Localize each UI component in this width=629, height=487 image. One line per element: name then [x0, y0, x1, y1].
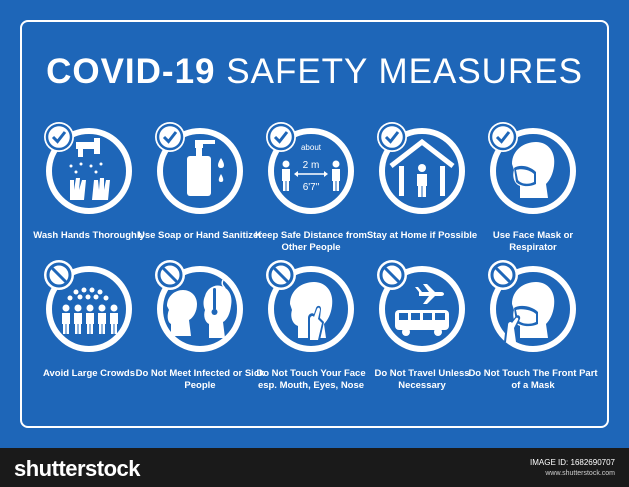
- measure-wash-hands: Wash Hands Thoroughly: [33, 120, 145, 270]
- measure-ring: [46, 128, 132, 214]
- measure-touch-face: Do Not Touch Your Face esp. Mouth, Eyes,…: [256, 258, 366, 408]
- measure-ring: [490, 266, 576, 352]
- title-bold: COVID-19: [46, 52, 216, 91]
- measure-ring: [379, 266, 465, 352]
- measure-no-travel: Do Not Travel Unless Necessary: [367, 258, 477, 408]
- measure-label: Wash Hands Thoroughly: [33, 230, 145, 241]
- measure-ring: [46, 266, 132, 352]
- crowd-icon: [62, 287, 118, 334]
- check-badge: [488, 122, 518, 152]
- measure-label: Do Not Travel Unless Necessary: [374, 368, 470, 391]
- measure-ring: [379, 128, 465, 214]
- measure-avoid-sick: Do Not Meet Infected or Sick People: [136, 258, 264, 408]
- checkmark-icon: [489, 123, 517, 151]
- check-badge: [44, 122, 74, 152]
- check-badge: [377, 122, 407, 152]
- check-badge: [266, 122, 296, 152]
- touch-face-icon: [290, 282, 333, 340]
- check-badge: [155, 122, 185, 152]
- shutterstock-logo: shutterstock: [14, 456, 141, 481]
- prohibited-icon: [490, 262, 516, 288]
- measure-avoid-crowds: Avoid Large Crowds: [34, 258, 144, 408]
- measure-stay-home: Stay at Home if Possible: [367, 120, 477, 270]
- site-url: www.shutterstock.com: [545, 470, 615, 477]
- measure-label: Avoid Large Crowds: [42, 368, 136, 379]
- measure-label: Do Not Touch Your Face esp. Mouth, Eyes,…: [256, 368, 366, 391]
- measure-safe-distance: about 2 m 6'7" Keep Safe Distance from O…: [255, 120, 367, 270]
- distance-meters: 2 m: [303, 160, 320, 171]
- measure-ring: [268, 266, 354, 352]
- measure-use-soap: Use Soap or Hand Sanitizer: [138, 120, 262, 270]
- measure-face-mask: Use Face Mask or Respirator: [478, 120, 588, 270]
- measure-touch-mask: Do Not Touch The Front Part of a Mask: [468, 258, 598, 408]
- checkmark-icon: [267, 123, 295, 151]
- page-title: COVID-19 SAFETY MEASURES: [0, 52, 629, 92]
- checkmark-icon: [378, 123, 406, 151]
- prohibited-badge: [266, 260, 296, 290]
- poster: [0, 0, 629, 448]
- measure-label: Stay at Home if Possible: [366, 230, 478, 241]
- checkmark-icon: [156, 123, 184, 151]
- prohibited-badge: [488, 260, 518, 290]
- stock-footer: [0, 448, 629, 487]
- prohibited-icon: [46, 262, 72, 288]
- social-distance-icon: about 2 m 6'7": [282, 143, 340, 193]
- prohibited-icon: [268, 262, 294, 288]
- measure-label: Keep Safe Distance from Other People: [255, 230, 367, 253]
- prohibited-badge: [377, 260, 407, 290]
- sick-person-icon: [167, 277, 232, 338]
- title-light: SAFETY MEASURES: [226, 52, 583, 91]
- measure-label: Do Not Touch The Front Part of a Mask: [468, 368, 598, 391]
- measure-ring: [157, 128, 243, 214]
- poster-frame: [20, 20, 609, 428]
- travel-icon: [395, 284, 449, 336]
- measure-ring: [490, 128, 576, 214]
- measure-ring: [157, 266, 243, 352]
- airplane-icon: [415, 284, 444, 304]
- bus-icon: [395, 310, 449, 336]
- distance-feet: 6'7": [303, 182, 320, 193]
- measure-label: Use Face Mask or Respirator: [492, 230, 574, 253]
- checkmark-icon: [45, 123, 73, 151]
- prohibited-badge: [155, 260, 185, 290]
- soap-dispenser-icon: [187, 140, 224, 196]
- measure-label: Do Not Meet Infected or Sick People: [135, 368, 265, 391]
- prohibited-icon: [379, 262, 405, 288]
- prohibited-badge: [44, 260, 74, 290]
- image-id: IMAGE ID: 1682690707: [530, 458, 615, 467]
- distance-about: about: [301, 143, 322, 152]
- measure-ring: [268, 128, 354, 214]
- hand-wash-icon: [69, 138, 110, 200]
- face-mask-icon: [512, 142, 555, 198]
- stay-home-icon: [389, 138, 455, 197]
- touch-mask-icon: [504, 282, 555, 342]
- measure-label: Use Soap or Hand Sanitizer: [137, 230, 263, 241]
- prohibited-icon: [157, 262, 183, 288]
